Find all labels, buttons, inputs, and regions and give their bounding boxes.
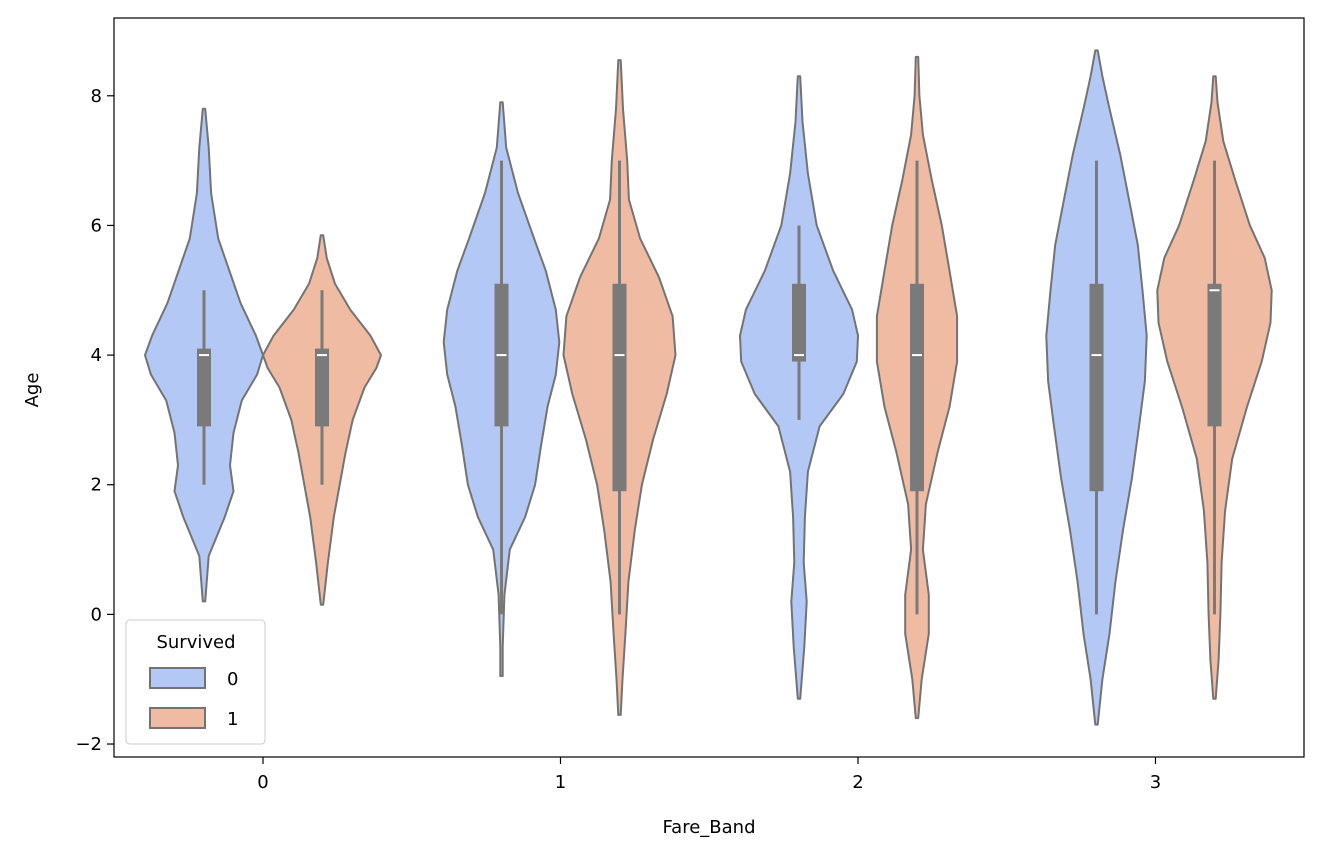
legend-label: 0 bbox=[227, 669, 238, 690]
violins-layer bbox=[144, 49, 1273, 726]
y-tick-label: 0 bbox=[91, 604, 102, 625]
x-tick-label: 2 bbox=[852, 772, 863, 793]
violin-iqr-box bbox=[315, 348, 329, 427]
y-tick-label: −2 bbox=[75, 734, 102, 755]
violin-iqr-box bbox=[197, 348, 211, 427]
x-tick-label: 3 bbox=[1150, 772, 1161, 793]
violin-1-survived-1 bbox=[562, 59, 677, 716]
legend-items: 01 bbox=[149, 667, 238, 730]
violin-iqr-box bbox=[1089, 283, 1104, 492]
x-tick-label: 0 bbox=[257, 772, 268, 793]
y-axis-label: Age bbox=[22, 373, 43, 408]
violin-2-survived-1 bbox=[875, 55, 959, 720]
violin-2-survived-0 bbox=[739, 75, 859, 700]
legend-swatch bbox=[149, 707, 206, 729]
legend: Survived 01 bbox=[125, 619, 266, 745]
violin-1-survived-0 bbox=[442, 101, 561, 677]
violin-0-survived-0 bbox=[144, 107, 264, 603]
x-tick-label: 1 bbox=[555, 772, 566, 793]
violin-iqr-box bbox=[612, 283, 627, 492]
violin-0-survived-1 bbox=[262, 234, 382, 606]
legend-swatch bbox=[149, 667, 206, 689]
y-tick-label: 2 bbox=[91, 475, 102, 496]
legend-label: 1 bbox=[227, 709, 238, 730]
violin-iqr-box bbox=[792, 283, 806, 362]
y-tick-label: 8 bbox=[91, 86, 102, 107]
y-tick-label: 4 bbox=[91, 345, 102, 366]
y-axis: −2 0 2 4 6 8 bbox=[75, 86, 114, 755]
violin-3-survived-0 bbox=[1045, 49, 1148, 726]
plot-frame bbox=[113, 17, 1305, 758]
violin-iqr-box bbox=[910, 283, 924, 492]
x-axis-label: Fare_Band bbox=[662, 817, 755, 838]
legend-title: Survived bbox=[156, 632, 235, 653]
x-axis: 0 1 2 3 bbox=[257, 757, 1161, 793]
y-tick-label: 6 bbox=[91, 215, 102, 236]
violin-iqr-box bbox=[1207, 283, 1222, 427]
violin-3-survived-1 bbox=[1156, 75, 1273, 700]
